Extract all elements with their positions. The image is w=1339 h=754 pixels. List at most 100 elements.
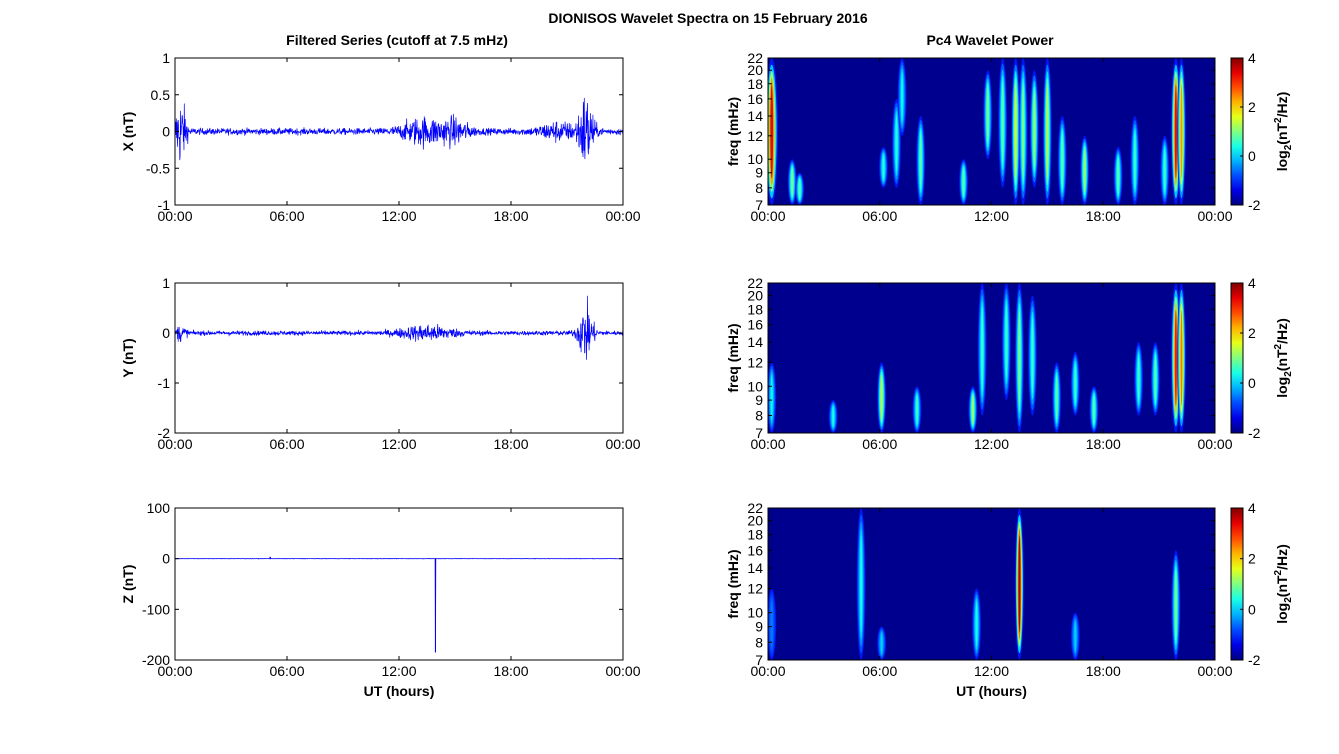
- y-tick-label: 14: [747, 108, 763, 124]
- y-tick-label: 22: [747, 275, 763, 291]
- y-tick-label: 18: [747, 76, 763, 92]
- x-tick-label: 06:00: [862, 208, 897, 224]
- power-streak: [798, 178, 801, 200]
- y-tick-label: 100: [147, 500, 171, 516]
- power-streak: [1174, 84, 1178, 179]
- y-tick-label: 10: [747, 378, 763, 394]
- y-tick-label: 7: [755, 197, 763, 213]
- power-streak: [901, 72, 904, 122]
- power-streak: [880, 375, 883, 421]
- power-streak: [1163, 148, 1166, 193]
- power-streak: [895, 114, 898, 172]
- y-axis-label: freq (mHz): [725, 323, 741, 392]
- y-axis-label: Y (nT): [120, 338, 136, 377]
- y-tick-label: 16: [747, 542, 763, 558]
- x-tick-label: 18:00: [1086, 208, 1121, 224]
- power-streak: [1031, 317, 1034, 394]
- x-tick-label: 18:00: [493, 663, 528, 679]
- power-streak: [1180, 84, 1183, 179]
- colorbar-tick-label: -2: [1248, 197, 1261, 213]
- power-streak: [1033, 91, 1036, 167]
- power-streak: [880, 632, 883, 654]
- power-streak: [1174, 310, 1178, 406]
- colorbar-tick-label: 0: [1248, 601, 1256, 617]
- heatmap-background: [768, 508, 1215, 660]
- power-streak: [791, 167, 794, 197]
- power-streak: [1001, 81, 1004, 165]
- y-tick-label: 22: [747, 500, 763, 516]
- colorbar-tick-label: 0: [1248, 148, 1256, 164]
- x-tick-label: 06:00: [862, 663, 897, 679]
- x-axis-label: UT (hours): [956, 683, 1027, 699]
- y-tick-label: 9: [755, 392, 763, 408]
- y-tick-label: 0.5: [151, 87, 171, 103]
- figure-title: DIONISOS Wavelet Spectra on 15 February …: [548, 10, 867, 26]
- power-streak: [770, 601, 773, 648]
- x-tick-label: 00:00: [605, 436, 640, 452]
- y-tick-label: 10: [747, 605, 763, 621]
- series-line: [174, 97, 624, 161]
- power-streak: [1005, 304, 1008, 380]
- colorbar-tick-label: 4: [1248, 275, 1256, 291]
- y-axis-label: X (nT): [120, 112, 136, 152]
- y-axis-label: freq (mHz): [725, 97, 741, 166]
- power-streak: [1074, 363, 1077, 405]
- y-tick-label: -1: [158, 197, 171, 213]
- y-tick-label: 12: [747, 580, 763, 596]
- x-tick-label: 06:00: [862, 436, 897, 452]
- power-streak: [882, 154, 885, 181]
- y-tick-label: 22: [747, 50, 763, 66]
- power-streak: [1092, 394, 1095, 425]
- y-tick-label: 0: [162, 325, 170, 341]
- x-tick-label: 06:00: [269, 663, 304, 679]
- x-tick-label: 12:00: [974, 436, 1009, 452]
- colorbar-label: log2(nT2/Hz): [1273, 92, 1294, 172]
- panels: 10.50-0.5-100:00 06:00 12:00 18:00 00:00X (n…: [120, 50, 1294, 699]
- power-streak: [975, 601, 978, 648]
- y-tick-label: -1: [158, 375, 171, 391]
- y-tick-label: 8: [755, 408, 763, 424]
- y-tick-label: 1: [162, 275, 170, 291]
- power-streak: [832, 406, 835, 428]
- y-tick-label: 1: [162, 50, 170, 66]
- x-tick-label: 18:00: [493, 208, 528, 224]
- streak-layer: [768, 58, 1186, 205]
- power-streak: [1083, 148, 1086, 193]
- power-streak: [770, 375, 773, 421]
- colorbar-label: log2(nT2/Hz): [1273, 318, 1294, 398]
- left-column-title: Filtered Series (cutoff at 7.5 mHz): [286, 32, 508, 48]
- y-axis-label: freq (mHz): [725, 549, 741, 618]
- colorbar-label: log2(nT2/Hz): [1273, 544, 1294, 624]
- x-tick-label: 00:00: [750, 208, 785, 224]
- power-streak: [860, 535, 863, 633]
- x-tick-label: 12:00: [381, 208, 416, 224]
- x-tick-label: 00:00: [157, 208, 192, 224]
- y-tick-label: -2: [158, 425, 171, 441]
- colorbar-tick-label: 4: [1248, 50, 1256, 66]
- power-streak: [981, 306, 984, 392]
- power-streak: [1180, 310, 1183, 406]
- streak-layer: [768, 283, 1186, 433]
- right-column-title: Pc4 Wavelet Power: [926, 32, 1054, 48]
- y-tick-label: 16: [747, 317, 763, 333]
- power-streak: [1061, 132, 1064, 189]
- colorbar-tick-label: 4: [1248, 500, 1256, 516]
- y-tick-label: 20: [747, 513, 763, 529]
- power-streak: [916, 394, 918, 425]
- y-tick-label: 7: [755, 652, 763, 668]
- colorbar-tick-label: -2: [1248, 425, 1261, 441]
- y-tick-label: 14: [747, 560, 763, 576]
- power-streak: [1055, 375, 1058, 421]
- x-tick-label: 00:00: [750, 663, 785, 679]
- y-tick-label: 7: [755, 425, 763, 441]
- colorbar: [1230, 282, 1244, 434]
- x-tick-label: 18:00: [1086, 436, 1121, 452]
- power-streak: [1174, 570, 1177, 641]
- heatmap-edge: [768, 283, 771, 433]
- colorbar: [1230, 57, 1244, 206]
- colorbar-tick-label: -2: [1248, 652, 1261, 668]
- y-series-panel: 10-1-200:00 06:00 12:00 18:00 00:00Y (nT): [120, 275, 641, 452]
